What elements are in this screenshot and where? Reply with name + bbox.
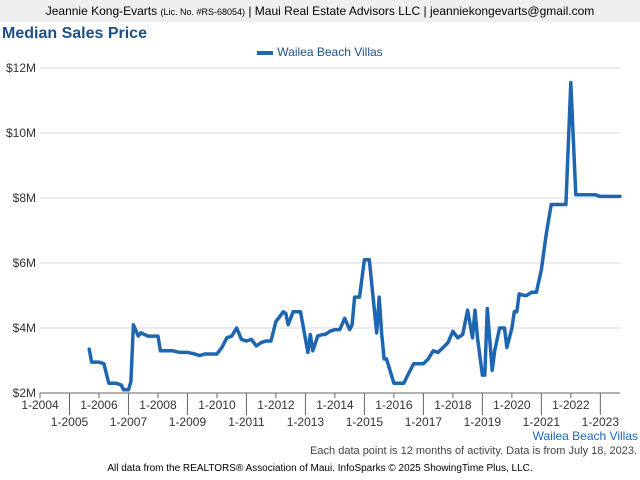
x-tick-label: 1-2019 bbox=[464, 415, 502, 429]
x-tick-label: 1-2016 bbox=[375, 398, 413, 412]
legend[interactable]: Wailea Beach Villas bbox=[0, 45, 640, 59]
header-bar: Jeannie Kong-Evarts (Lic. No. #RS-68054)… bbox=[0, 0, 640, 22]
y-tick-label: $4M bbox=[13, 321, 36, 335]
x-tick-label: 1-2011 bbox=[228, 415, 265, 429]
x-tick-label: 1-2006 bbox=[80, 398, 118, 412]
agent-name: Jeannie Kong-Evarts bbox=[45, 4, 158, 18]
x-tick-label: 1-2020 bbox=[493, 398, 531, 412]
x-tick-label: 1-2015 bbox=[346, 415, 384, 429]
x-tick-label: 1-2008 bbox=[139, 398, 177, 412]
legend-swatch bbox=[257, 50, 274, 55]
x-tick-label: 1-2023 bbox=[582, 415, 620, 429]
y-tick-label: $6M bbox=[13, 256, 36, 270]
x-tick-label: 1-2010 bbox=[198, 398, 236, 412]
x-tick-label: 1-2013 bbox=[287, 415, 325, 429]
footer-credit: All data from the REALTORS® Association … bbox=[107, 463, 533, 474]
x-tick-label: 1-2004 bbox=[21, 398, 59, 412]
y-tick-label: $10M bbox=[6, 126, 36, 140]
agent-company-email: | Maui Real Estate Advisors LLC | jeanni… bbox=[248, 4, 595, 18]
y-tick-label: $12M bbox=[6, 61, 36, 75]
line-chart: $2M $4M $6M $8M $10M $12M 1-2004 1-2006 1-2008 1-… bbox=[6, 61, 622, 429]
x-tick-label: 1-2005 bbox=[51, 415, 89, 429]
x-tick-label: 1-2022 bbox=[552, 398, 590, 412]
y-tick-label: $8M bbox=[13, 191, 36, 205]
agent-info: Jeannie Kong-Evarts (Lic. No. #RS-68054)… bbox=[46, 4, 595, 18]
data-note: Each data point is 12 months of activity… bbox=[310, 445, 637, 457]
series-line-wailea-beach-villas bbox=[87, 80, 622, 392]
series-corner-label: Wailea Beach Villas bbox=[532, 429, 638, 443]
x-tick-label: 1-2017 bbox=[405, 415, 443, 429]
x-tick-label: 1-2012 bbox=[257, 398, 295, 412]
chart-title: Median Sales Price bbox=[2, 25, 147, 42]
x-tick-label: 1-2021 bbox=[523, 415, 561, 429]
y-tick-label: $2M bbox=[13, 386, 36, 400]
agent-license: (Lic. No. #RS-68054) bbox=[160, 7, 246, 17]
x-tick-label: 1-2007 bbox=[110, 415, 148, 429]
x-tick-label: 1-2014 bbox=[316, 398, 354, 412]
legend-label: Wailea Beach Villas bbox=[277, 45, 383, 59]
x-tick-label: 1-2009 bbox=[169, 415, 207, 429]
x-tick-label: 1-2018 bbox=[434, 398, 472, 412]
